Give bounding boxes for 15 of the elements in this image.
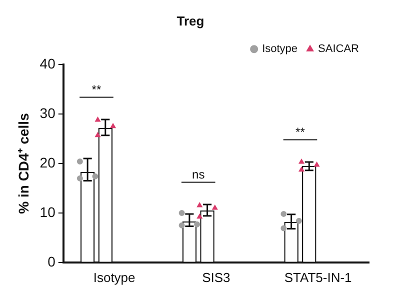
y-tick-label: 30 [40, 104, 56, 121]
annotation: ** [296, 125, 306, 140]
y-axis-title: % in CD4⁺ cells [15, 112, 32, 214]
y-tick-label: 40 [40, 55, 56, 72]
annotation: ** [92, 82, 102, 97]
x-tick-label: STAT5-IN-1 [284, 270, 352, 285]
y-tick-label: 20 [40, 154, 56, 170]
legend-label: Isotype [262, 43, 298, 56]
legend-label: SAICAR [318, 43, 360, 56]
y-tick-label: 0 [48, 253, 56, 270]
x-tick-label: SIS3 [202, 270, 230, 285]
x-tick-label: Isotype [93, 270, 136, 285]
annotation: ns [192, 168, 205, 182]
chart-title: Treg [176, 13, 204, 28]
y-tick-label: 10 [40, 204, 56, 220]
